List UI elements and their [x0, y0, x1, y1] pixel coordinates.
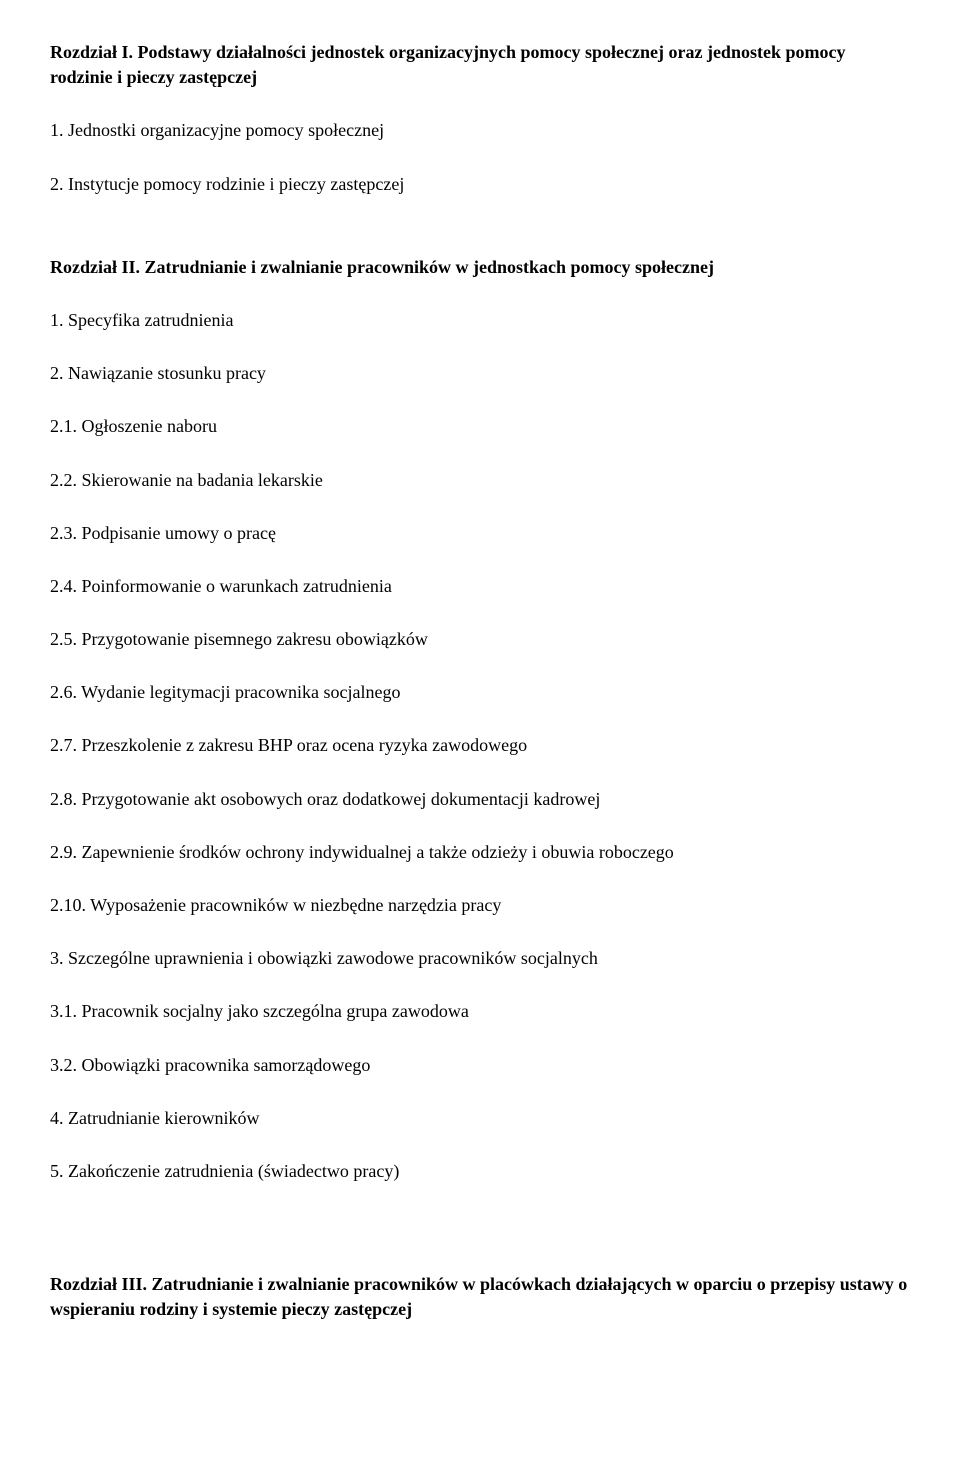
toc-item: 3. Szczególne uprawnienia i obowiązki za… [50, 946, 910, 971]
toc-item: 2.6. Wydanie legitymacji pracownika socj… [50, 680, 910, 705]
chapter-3-title: Rozdział III. Zatrudnianie i zwalnianie … [50, 1272, 910, 1322]
toc-item: 2.3. Podpisanie umowy o pracę [50, 521, 910, 546]
toc-item: 2.1. Ogłoszenie naboru [50, 414, 910, 439]
toc-item: 2. Instytucje pomocy rodzinie i pieczy z… [50, 172, 910, 197]
toc-item: 2.2. Skierowanie na badania lekarskie [50, 468, 910, 493]
toc-item: 2.8. Przygotowanie akt osobowych oraz do… [50, 787, 910, 812]
toc-item: 5. Zakończenie zatrudnienia (świadectwo … [50, 1159, 910, 1184]
toc-item: 2.9. Zapewnienie środków ochrony indywid… [50, 840, 910, 865]
chapter-2-title: Rozdział II. Zatrudnianie i zwalnianie p… [50, 255, 910, 280]
section-spacer [50, 225, 910, 255]
toc-item: 3.1. Pracownik socjalny jako szczególna … [50, 999, 910, 1024]
chapter-1-title: Rozdział I. Podstawy działalności jednos… [50, 40, 910, 90]
toc-item: 2.10. Wyposażenie pracowników w niezbędn… [50, 893, 910, 918]
toc-item: 2.5. Przygotowanie pisemnego zakresu obo… [50, 627, 910, 652]
toc-item: 1. Jednostki organizacyjne pomocy społec… [50, 118, 910, 143]
section-spacer [50, 1212, 910, 1272]
toc-item: 3.2. Obowiązki pracownika samorządowego [50, 1053, 910, 1078]
toc-item: 2.7. Przeszkolenie z zakresu BHP oraz oc… [50, 733, 910, 758]
toc-item: 2.4. Poinformowanie o warunkach zatrudni… [50, 574, 910, 599]
toc-item: 2. Nawiązanie stosunku pracy [50, 361, 910, 386]
toc-item: 4. Zatrudnianie kierowników [50, 1106, 910, 1131]
toc-item: 1. Specyfika zatrudnienia [50, 308, 910, 333]
